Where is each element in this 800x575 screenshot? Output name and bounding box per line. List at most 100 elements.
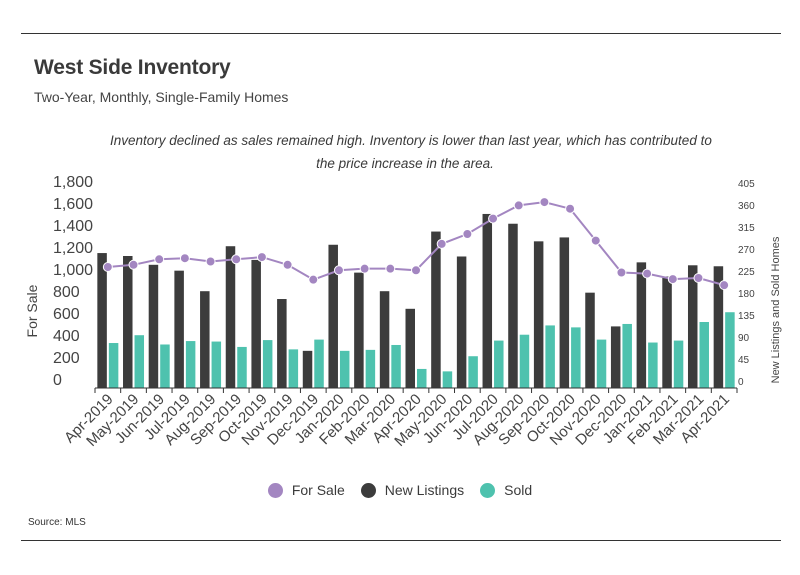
legend-swatch-new-listings <box>360 482 376 498</box>
right-axis-tick-label: 315 <box>738 223 755 234</box>
bar-new-listings <box>533 241 544 388</box>
point-for-sale <box>179 253 190 264</box>
bar-sold <box>185 341 196 388</box>
point-for-sale <box>411 265 421 276</box>
bar-sold <box>622 323 632 388</box>
top-rule <box>21 33 781 34</box>
bar-sold <box>262 340 273 388</box>
bar-sold <box>391 344 401 388</box>
right-axis-tick-label: 360 <box>738 201 755 212</box>
chart-legend: For Sale New Listings Sold <box>0 482 800 498</box>
point-for-sale <box>565 203 576 214</box>
left-axis-tick-label: 1,800 <box>53 174 93 191</box>
point-for-sale <box>513 200 524 211</box>
annotation-line-2: the price increase in the area. <box>316 156 494 171</box>
bar-new-listings <box>456 256 467 388</box>
bar-sold <box>596 339 607 388</box>
bar-sold <box>417 368 427 388</box>
bar-sold <box>160 344 170 388</box>
legend-item-sold: Sold <box>480 482 532 498</box>
bar-sold <box>648 342 658 388</box>
left-axis-tick-label: 600 <box>53 306 80 323</box>
point-for-sale <box>102 262 113 272</box>
bar-new-listings <box>277 299 287 388</box>
legend-label-for-sale: For Sale <box>291 482 345 498</box>
point-for-sale <box>205 256 216 267</box>
legend-swatch-sold <box>480 482 496 498</box>
point-for-sale <box>385 263 396 274</box>
bar-new-listings <box>225 246 236 388</box>
point-for-sale <box>436 238 447 249</box>
point-for-sale <box>488 213 499 224</box>
point-for-sale <box>590 235 601 246</box>
bar-new-listings <box>585 292 595 388</box>
point-for-sale <box>642 268 653 279</box>
point-for-sale <box>359 263 370 274</box>
bar-sold <box>725 312 735 388</box>
bar-new-listings <box>328 244 338 388</box>
chart-annotation: Inventory declined as sales remained hig… <box>110 129 712 175</box>
bar-sold <box>494 340 504 388</box>
point-for-sale <box>693 273 704 283</box>
left-axis-tick-label: 200 <box>53 350 80 367</box>
bar-sold <box>571 327 581 388</box>
source-note: Source: MLS <box>28 517 86 528</box>
point-for-sale <box>616 267 627 278</box>
bar-sold <box>699 322 709 388</box>
legend-label-sold: Sold <box>504 482 533 498</box>
bar-new-listings <box>662 276 672 388</box>
right-axis-tick-label: 0 <box>738 377 744 388</box>
bar-new-listings <box>379 291 390 388</box>
left-axis-tick-label: 1,400 <box>53 218 93 235</box>
bar-new-listings <box>174 270 184 388</box>
point-for-sale <box>231 254 242 265</box>
right-axis-tick-label: 225 <box>738 267 755 278</box>
bar-sold <box>365 349 376 388</box>
point-for-sale <box>154 254 165 265</box>
chart-title: West Side Inventory <box>34 56 231 79</box>
bar-new-listings <box>354 272 364 388</box>
bar-new-listings <box>405 308 415 388</box>
bar-sold <box>134 335 145 388</box>
point-for-sale <box>719 280 730 291</box>
bar-new-listings <box>610 326 621 388</box>
bar-new-listings <box>148 264 159 388</box>
bar-sold <box>237 346 247 388</box>
bar-sold <box>442 371 453 388</box>
bar-sold <box>468 356 478 388</box>
right-axis-title: New Listings and Sold Homes <box>770 236 782 383</box>
left-axis-tick-label: 400 <box>53 328 80 345</box>
bar-new-listings <box>97 253 107 388</box>
left-axis-tick-label: 1,000 <box>53 262 93 279</box>
legend-label-new-listings: New Listings <box>384 482 465 498</box>
left-axis-tick-label: 800 <box>53 284 80 301</box>
right-axis-tick-label: 405 <box>738 179 755 190</box>
bar-sold <box>211 341 222 388</box>
bottom-rule <box>21 540 781 541</box>
bar-new-listings <box>508 223 518 388</box>
bar-new-listings <box>482 213 493 388</box>
bar-new-listings <box>302 350 313 388</box>
bar-new-listings <box>559 237 570 388</box>
point-for-sale <box>256 252 267 263</box>
bar-sold <box>108 343 119 388</box>
legend-item-new-listings: New Listings <box>360 482 465 498</box>
bar-new-listings <box>431 231 441 388</box>
bar-new-listings <box>123 256 133 388</box>
bar-sold <box>314 339 324 388</box>
bar-new-listings <box>200 291 210 388</box>
chart-subtitle: Two-Year, Monthly, Single-Family Homes <box>34 89 289 105</box>
point-for-sale <box>308 274 319 285</box>
point-for-sale <box>128 259 139 270</box>
left-axis-tick-label: 0 <box>53 372 62 389</box>
bar-sold <box>339 350 350 388</box>
bar-new-listings <box>251 259 261 388</box>
bar-sold <box>545 325 555 388</box>
right-axis-tick-label: 90 <box>738 333 750 344</box>
point-for-sale <box>333 265 344 276</box>
right-axis-tick-label: 45 <box>738 355 750 366</box>
point-for-sale <box>539 197 550 208</box>
bar-sold <box>288 349 299 388</box>
point-for-sale <box>282 259 293 270</box>
